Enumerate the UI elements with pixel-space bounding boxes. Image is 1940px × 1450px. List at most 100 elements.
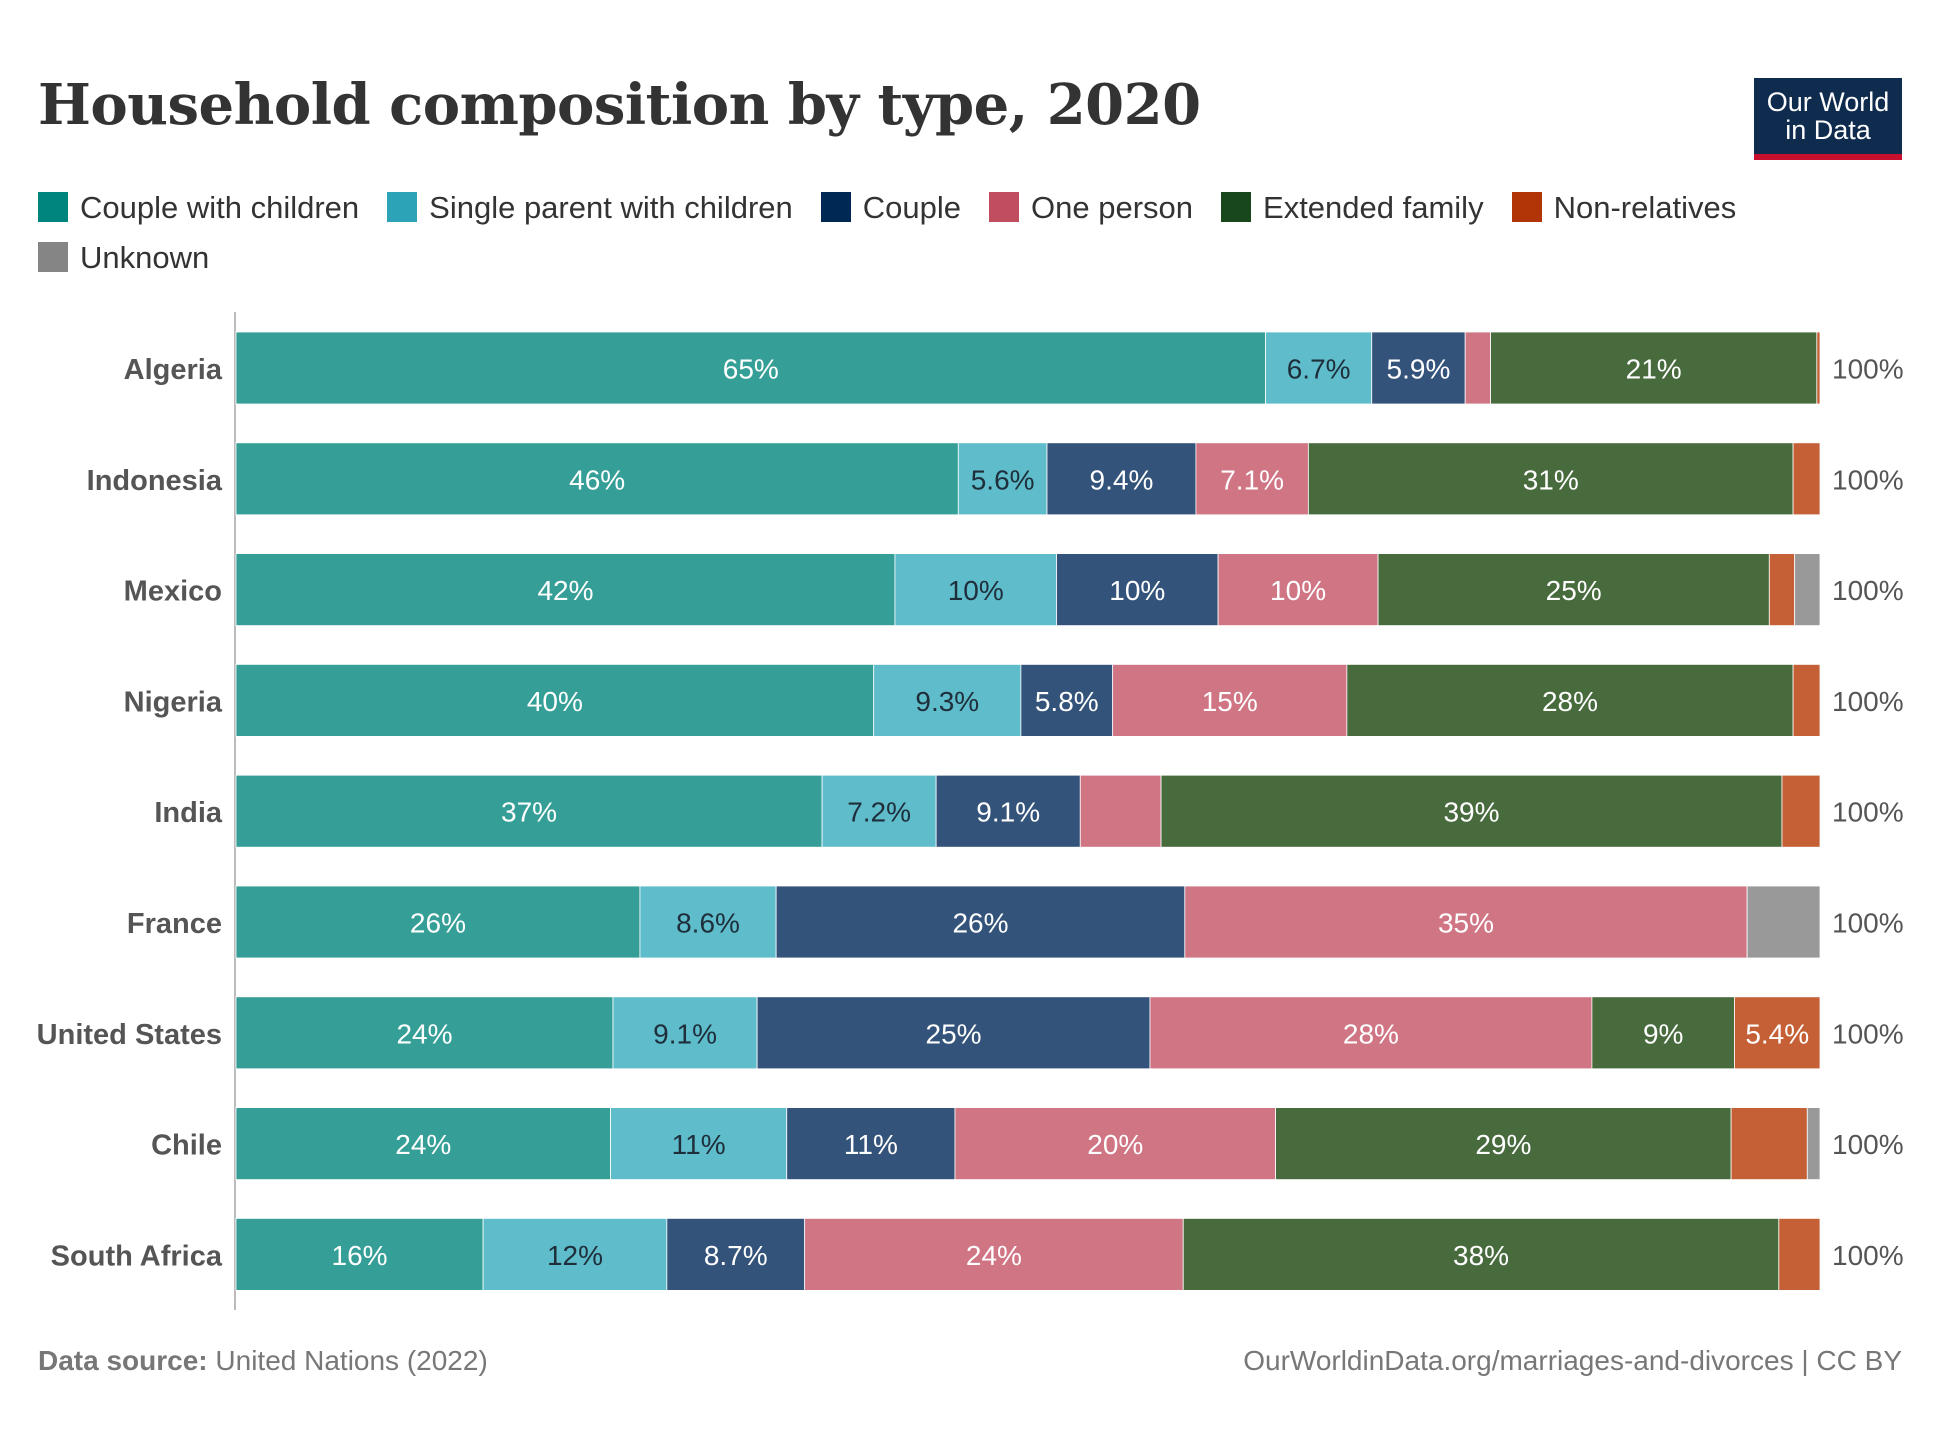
bar-chile-couple-with-children[interactable] <box>235 1107 611 1180</box>
legend-swatch <box>1511 192 1542 222</box>
bar-chile-non-relatives[interactable] <box>1730 1107 1808 1180</box>
bar-chile-single-parent-with-children[interactable] <box>610 1107 788 1180</box>
data-label-india-couple-with-children: 37% <box>501 797 557 828</box>
bar-algeria-couple[interactable] <box>1371 331 1466 405</box>
bar-south-africa-one-person[interactable] <box>804 1218 1184 1291</box>
bar-india-extended-family[interactable] <box>1160 774 1783 848</box>
bar-indonesia-single-parent-with-children[interactable] <box>957 442 1048 516</box>
bar-mexico-non-relatives[interactable] <box>1768 553 1796 626</box>
data-label-nigeria-one-person: 15% <box>1202 686 1258 717</box>
legend-item-couple[interactable]: Couple <box>820 190 961 226</box>
category-label-united-states: United States <box>37 1019 222 1051</box>
legend-item-unknown[interactable]: Unknown <box>38 240 209 276</box>
bar-nigeria-single-parent-with-children[interactable] <box>873 664 1022 737</box>
bar-mexico-couple-with-children[interactable] <box>235 553 896 626</box>
bar-india-non-relatives[interactable] <box>1781 774 1821 848</box>
bar-india-single-parent-with-children[interactable] <box>821 774 937 848</box>
data-label-mexico-couple: 10% <box>1109 575 1165 606</box>
bar-algeria-couple-with-children[interactable] <box>235 331 1266 405</box>
bar-india-couple[interactable] <box>935 774 1081 848</box>
bar-indonesia-couple-with-children[interactable] <box>235 442 959 516</box>
data-label-indonesia-one-person: 7.1% <box>1220 464 1284 495</box>
data-label-south-africa-extended-family: 38% <box>1453 1240 1509 1271</box>
owid-logo[interactable]: Our World in Data <box>1754 78 1902 160</box>
legend-item-non-relatives[interactable]: Non-relatives <box>1511 190 1737 226</box>
bar-indonesia-extended-family[interactable] <box>1307 442 1794 516</box>
data-label-chile-couple: 11% <box>844 1129 898 1160</box>
data-label-mexico-single-parent-with-children: 10% <box>948 575 1004 606</box>
legend-label: Single parent with children <box>429 190 793 225</box>
total-label-chile: 100% <box>1832 1129 1904 1160</box>
total-label-algeria: 100% <box>1832 354 1904 385</box>
bar-indonesia-couple[interactable] <box>1046 442 1197 516</box>
bar-france-single-parent-with-children[interactable] <box>639 885 777 959</box>
data-label-india-extended-family: 39% <box>1443 797 1499 828</box>
data-label-south-africa-couple-with-children: 16% <box>332 1240 388 1271</box>
bar-france-couple[interactable] <box>775 885 1186 959</box>
total-label-indonesia: 100% <box>1832 464 1904 495</box>
legend-item-one-person[interactable]: One person <box>989 190 1193 226</box>
bar-nigeria-couple[interactable] <box>1020 664 1114 737</box>
bar-france-one-person[interactable] <box>1184 885 1748 959</box>
data-label-mexico-one-person: 10% <box>1270 575 1326 606</box>
bar-nigeria-non-relatives[interactable] <box>1792 664 1821 737</box>
bar-south-africa-single-parent-with-children[interactable] <box>482 1218 668 1291</box>
bar-algeria-single-parent-with-children[interactable] <box>1265 331 1373 405</box>
bar-indonesia-non-relatives[interactable] <box>1792 442 1821 516</box>
legend-label: Non-relatives <box>1553 190 1737 225</box>
category-label-mexico: Mexico <box>124 576 222 608</box>
bar-india-couple-with-children[interactable] <box>235 774 823 848</box>
bar-united-states-non-relatives[interactable] <box>1734 996 1821 1070</box>
legend-swatch <box>38 192 68 222</box>
bar-chile-couple[interactable] <box>786 1107 956 1180</box>
logo-line-2: in Data <box>1785 115 1871 145</box>
total-label-nigeria: 100% <box>1832 686 1904 717</box>
bar-chile-unknown[interactable] <box>1806 1107 1821 1180</box>
bar-united-states-extended-family[interactable] <box>1591 996 1735 1070</box>
bar-united-states-couple-with-children[interactable] <box>235 996 614 1070</box>
bar-mexico-single-parent-with-children[interactable] <box>894 553 1057 626</box>
bar-algeria-non-relatives[interactable] <box>1816 331 1821 405</box>
bar-algeria-extended-family[interactable] <box>1490 331 1818 405</box>
bar-mexico-extended-family[interactable] <box>1377 553 1770 626</box>
data-source-value: United Nations (2022) <box>215 1345 488 1376</box>
bar-south-africa-couple[interactable] <box>666 1218 806 1291</box>
legend-swatch <box>1221 192 1252 222</box>
data-label-india-couple: 9.1% <box>976 797 1040 828</box>
legend-item-couple-with-children[interactable]: Couple with children <box>38 190 359 226</box>
total-label-india: 100% <box>1832 797 1904 828</box>
bar-united-states-single-parent-with-children[interactable] <box>612 996 758 1070</box>
total-label-mexico: 100% <box>1832 575 1904 606</box>
bar-united-states-one-person[interactable] <box>1149 996 1593 1070</box>
total-label-united-states: 100% <box>1832 1018 1904 1049</box>
legend-label: Extended family <box>1263 190 1484 225</box>
category-label-france: France <box>127 908 222 940</box>
bar-united-states-couple[interactable] <box>756 996 1151 1070</box>
category-label-indonesia: Indonesia <box>87 465 223 497</box>
data-label-south-africa-couple: 8.7% <box>704 1240 768 1271</box>
bar-chile-extended-family[interactable] <box>1275 1107 1732 1180</box>
legend-item-extended-family[interactable]: Extended family <box>1221 190 1484 226</box>
bar-mexico-unknown[interactable] <box>1794 553 1821 626</box>
bar-algeria-one-person[interactable] <box>1464 331 1491 405</box>
data-label-united-states-single-parent-with-children: 9.1% <box>653 1018 717 1049</box>
bar-indonesia-one-person[interactable] <box>1195 442 1309 516</box>
bar-mexico-couple[interactable] <box>1056 553 1219 626</box>
legend-item-single-parent-with-children[interactable]: Single parent with children <box>387 190 793 226</box>
bar-south-africa-non-relatives[interactable] <box>1778 1218 1821 1291</box>
bar-india-one-person[interactable] <box>1079 774 1162 848</box>
data-label-united-states-extended-family: 9% <box>1643 1018 1683 1049</box>
bar-france-unknown[interactable] <box>1746 885 1821 959</box>
bar-south-africa-extended-family[interactable] <box>1182 1218 1780 1291</box>
bar-nigeria-extended-family[interactable] <box>1346 664 1794 737</box>
data-label-united-states-one-person: 28% <box>1343 1018 1399 1049</box>
data-label-south-africa-one-person: 24% <box>966 1240 1022 1271</box>
data-label-nigeria-single-parent-with-children: 9.3% <box>915 686 979 717</box>
license-text: | CC BY <box>1801 1345 1902 1376</box>
data-label-indonesia-extended-family: 31% <box>1523 464 1579 495</box>
data-source: Data source: United Nations (2022) <box>38 1345 488 1377</box>
bar-mexico-one-person[interactable] <box>1217 553 1379 626</box>
source-url-link[interactable]: OurWorldinData.org/marriages-and-divorce… <box>1243 1345 1794 1376</box>
data-label-mexico-couple-with-children: 42% <box>537 575 593 606</box>
chart-title: Household composition by type, 2020 <box>38 72 1201 138</box>
